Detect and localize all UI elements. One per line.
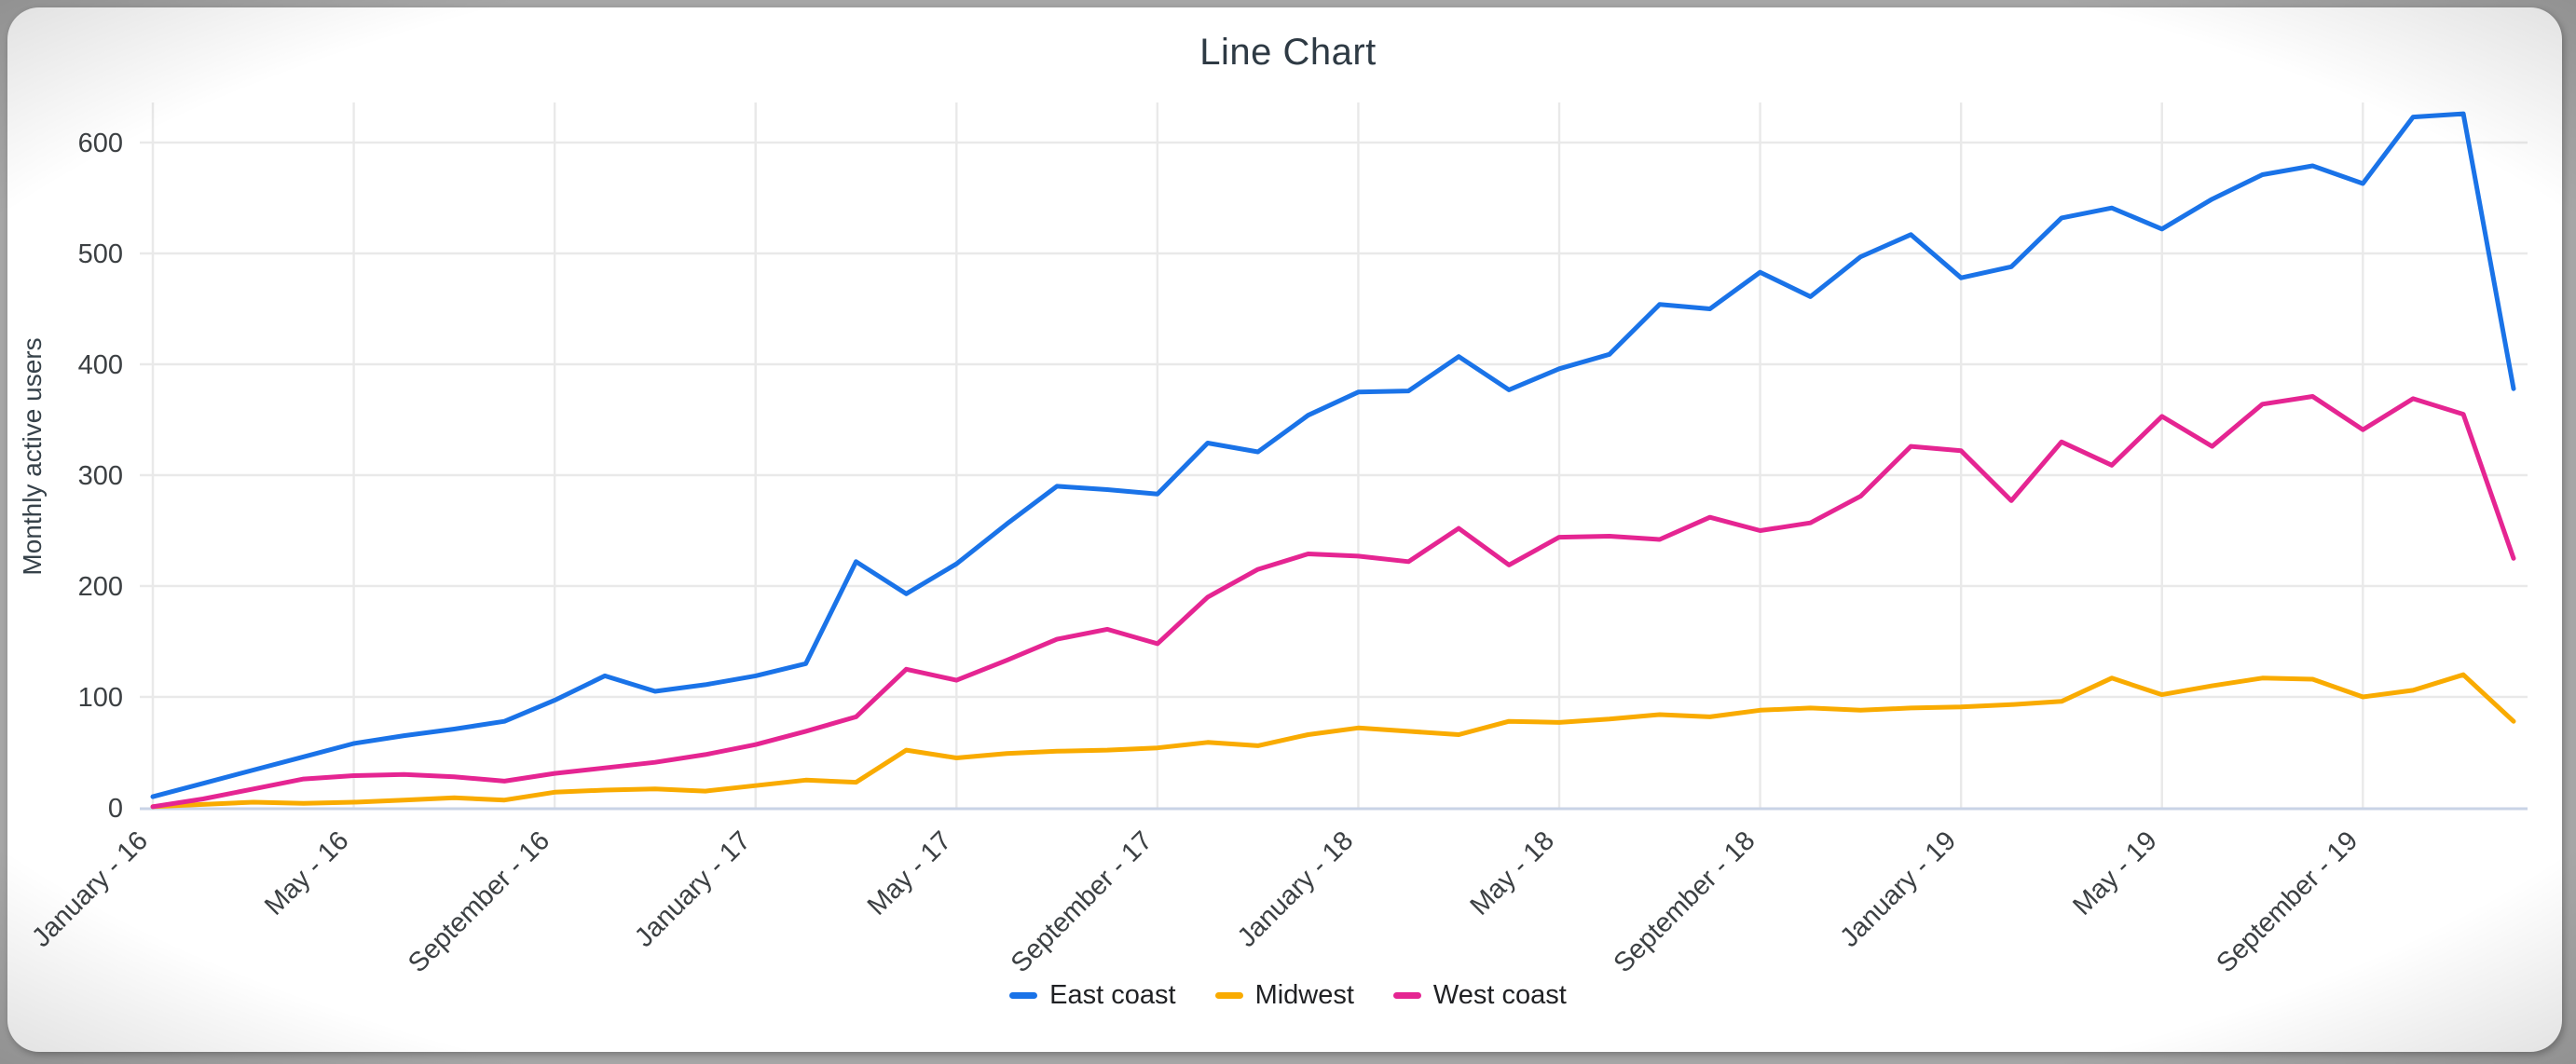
series-line-west-coast[interactable] — [150, 394, 2516, 810]
x-axis-tick-label: September - 19 — [2211, 825, 2364, 978]
series-line-midwest[interactable] — [150, 672, 2516, 810]
x-axis-tick-label: January - 18 — [1232, 825, 1360, 953]
legend-item-east-coast: East coast — [1009, 980, 1176, 1011]
y-axis-tick-label: 100 — [78, 683, 123, 713]
y-axis-tick-label: 500 — [78, 239, 123, 269]
legend-label: Midwest — [1254, 980, 1354, 1010]
chart-title: Line Chart — [1199, 32, 1377, 73]
y-axis-tick-label: 300 — [78, 461, 123, 491]
legend-label: East coast — [1049, 980, 1176, 1010]
y-axis-tick-label: 200 — [78, 572, 123, 602]
y-axis-title: Monthly active users — [18, 337, 47, 575]
legend-swatch-icon — [1392, 992, 1421, 999]
y-axis-tick-label: 400 — [78, 350, 123, 380]
legend-label: West coast — [1432, 980, 1567, 1010]
chart-legend: East coast Midwest West coast — [0, 980, 2576, 1011]
legend-item-west-coast: West coast — [1392, 980, 1567, 1011]
x-axis-tick-label: September - 17 — [1006, 825, 1158, 978]
legend-swatch-icon — [1009, 992, 1038, 999]
x-axis-tick-label: January - 19 — [1835, 825, 1963, 953]
series-line-east-coast[interactable] — [150, 111, 2516, 799]
y-axis-tick-label: 600 — [78, 129, 123, 158]
x-axis-tick-label: May - 16 — [259, 825, 354, 921]
x-axis-tick-label: September - 16 — [403, 825, 555, 978]
x-axis-tick-label: May - 18 — [1465, 825, 1560, 921]
legend-swatch-icon — [1214, 992, 1243, 999]
x-axis-tick-label: January - 16 — [26, 825, 154, 953]
chart-card — [7, 7, 2562, 1052]
x-axis-tick-label: May - 17 — [862, 825, 957, 921]
x-axis-tick-label: May - 19 — [2067, 825, 2162, 921]
x-axis-tick-label: September - 18 — [1609, 825, 1761, 978]
x-axis-tick-label: January - 17 — [629, 825, 757, 953]
y-axis-tick-label: 0 — [108, 794, 123, 824]
legend-item-midwest: Midwest — [1214, 980, 1354, 1011]
